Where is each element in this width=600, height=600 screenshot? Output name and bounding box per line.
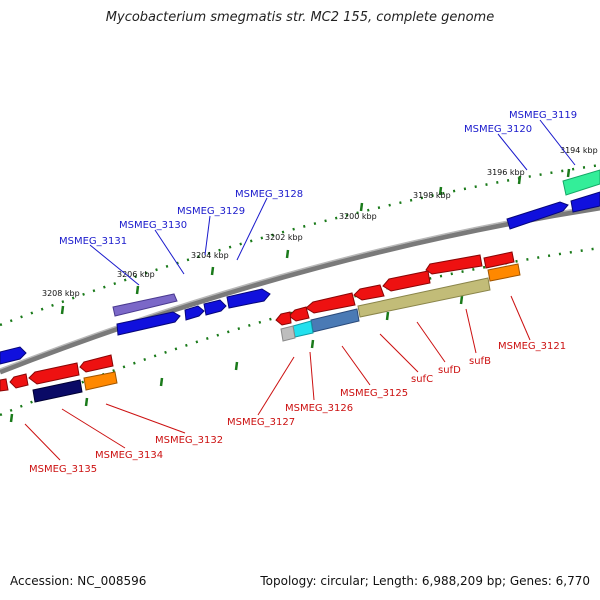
kbp-label: 3206 kbp [117,270,155,279]
gene-label[interactable]: MSMEG_3132 [155,435,223,446]
gene-block[interactable] [226,288,271,309]
kbp-tick [385,311,390,321]
gene-block[interactable] [570,191,600,213]
gene-block[interactable] [483,251,515,269]
leader-line [416,321,446,363]
gene-block[interactable] [288,306,310,322]
leader-line [105,403,186,434]
gene-label[interactable]: MSMEG_3127 [227,417,295,428]
gene-block[interactable] [0,346,27,365]
kbp-tick [60,305,65,315]
kbp-tick [159,377,164,387]
gene-label[interactable]: MSMEG_3130 [119,220,187,231]
leader-line [309,351,315,401]
leader-line [89,244,140,286]
gene-block[interactable] [562,169,600,196]
kbp-tick [310,339,315,349]
kbp-tick [517,175,522,185]
gene-block[interactable] [506,201,569,230]
gene-block[interactable] [0,378,9,392]
kbp-labels: 3194 kbp 3196 kbp 3198 kbp 3200 kbp 3202… [42,146,598,298]
accession-text: Accession: NC_008596 [10,574,147,588]
gene-block[interactable] [28,362,80,385]
gene-block[interactable] [353,284,385,301]
gene-block[interactable] [79,354,114,373]
leader-line [379,333,419,373]
kbp-tick [459,295,464,305]
leader-line [61,408,126,449]
gene-block[interactable] [487,263,521,282]
kbp-tick [285,249,290,259]
scale-arcs [0,163,600,417]
gene-label[interactable]: MSMEG_3121 [498,341,566,352]
gene-label[interactable]: MSMEG_3120 [464,124,532,135]
leader-line [341,345,371,386]
gene-label[interactable]: MSMEG_3129 [177,206,245,217]
leader-line [539,119,576,166]
kbp-tick [438,186,443,196]
kbp-label: 3208 kbp [42,289,80,298]
outer-scale-arc [0,163,600,327]
leader-line [236,197,268,261]
gene-label[interactable]: MSMEG_3134 [95,450,163,461]
gene-labels-forward: MSMEG_3119 MSMEG_3120 MSMEG_3128 MSMEG_3… [59,110,577,247]
leader-line [497,133,528,171]
gene-label[interactable]: MSMEG_3128 [235,189,303,200]
map-title: Mycobacterium smegmatis str. MC2 155, co… [105,10,495,25]
leader-lines-forward [89,119,576,286]
kbp-tick [566,168,571,178]
gene-block[interactable] [275,311,292,326]
gene-block[interactable] [425,254,483,275]
reverse-genes [0,251,521,403]
kbp-label: 3204 kbp [191,251,229,260]
gene-label[interactable]: MSMEG_3125 [340,388,408,399]
gene-label[interactable]: MSMEG_3135 [29,464,97,475]
kbp-tick [9,413,14,423]
kbp-label: 3196 kbp [487,168,525,177]
genome-summary-text: Topology: circular; Length: 6,988,209 bp… [260,574,590,588]
gene-label[interactable]: MSMEG_3119 [509,110,577,121]
leader-line [154,229,185,275]
gene-block[interactable] [280,325,296,342]
leader-line [465,308,477,354]
kbp-tick [359,202,364,212]
gene-block[interactable] [9,373,29,389]
kbp-tick [210,266,215,276]
gene-block[interactable] [203,299,227,316]
kbp-label: 3200 kbp [339,212,377,221]
gene-block[interactable] [116,311,181,336]
leader-lines-reverse [24,295,531,461]
kbp-label: 3194 kbp [560,146,598,155]
gene-label[interactable]: MSMEG_3131 [59,236,127,247]
leader-line [24,423,61,461]
gene-block[interactable] [184,305,205,321]
forward-genes [0,169,600,365]
gene-label[interactable]: sufD [438,365,461,376]
kbp-label: 3202 kbp [265,233,303,242]
kbp-tick-marks [9,168,571,423]
kbp-label: 3198 kbp [413,191,451,200]
leader-line [204,215,211,256]
gene-labels-reverse: MSMEG_3121 sufB sufD sufC MSMEG_3125 MSM… [29,341,566,475]
gene-block[interactable] [382,270,431,292]
gene-label[interactable]: sufC [411,374,433,385]
gene-block[interactable] [357,277,491,318]
gene-block[interactable] [292,320,314,338]
kbp-tick [84,397,89,407]
gene-label[interactable]: MSMEG_3126 [285,403,353,414]
gene-label[interactable]: sufB [469,356,491,367]
gene-block[interactable] [305,292,356,314]
kbp-tick [234,361,239,371]
leader-line [510,295,531,341]
gene-block[interactable] [32,379,83,403]
gene-block[interactable] [112,293,178,317]
kbp-tick [135,285,140,295]
leader-line [257,356,295,416]
gene-block[interactable] [83,371,118,391]
